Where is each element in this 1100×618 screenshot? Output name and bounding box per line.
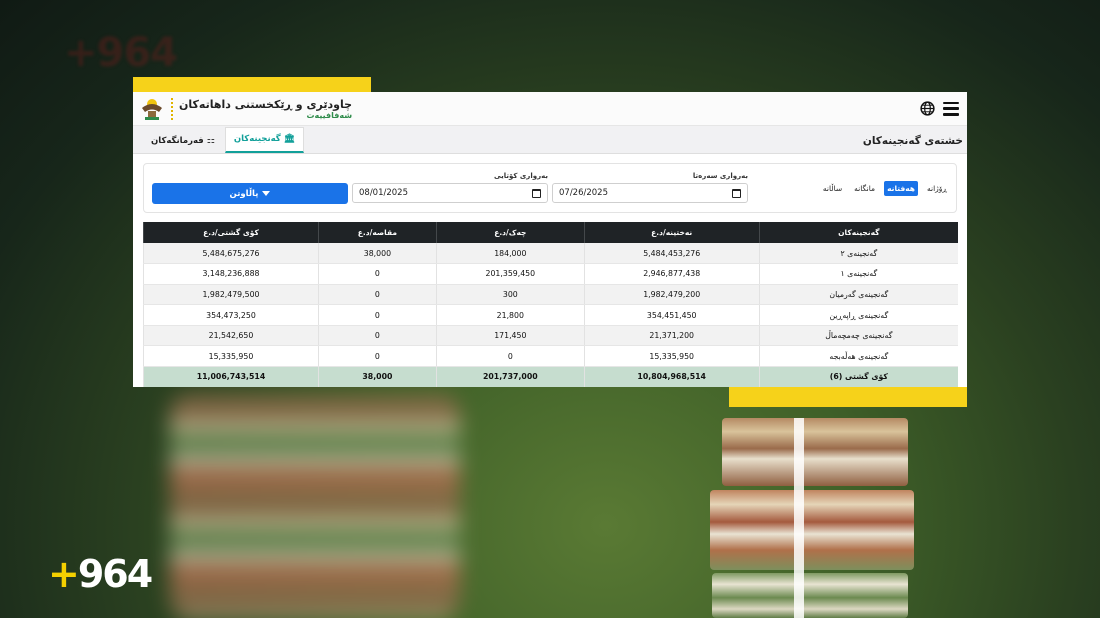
table-row: گەنجینەی ڕاپەڕین 354,451,450 21,800 0 35…	[143, 304, 958, 326]
bank-icon: 🏛	[283, 134, 296, 144]
period-yearly-button[interactable]: ساڵانە	[822, 184, 843, 193]
page-title: خشتەی گەنجینەکان	[862, 135, 963, 147]
start-date-field: بەرواری سەرەتا 07/26/2025	[552, 172, 748, 203]
clearing-cell: 38,000	[317, 243, 437, 265]
hamburger-menu-icon[interactable]	[943, 101, 959, 116]
total-check-cell: 201,737,000	[435, 366, 585, 387]
cash-cell: 1,982,479,200	[583, 284, 760, 306]
check-cell: 201,359,450	[435, 263, 585, 285]
yellow-accent-bar	[729, 387, 967, 407]
treasury-name-cell: گەنجینەی چەمچەماڵ	[758, 325, 958, 347]
check-cell: 171,450	[435, 325, 585, 347]
964-logo-number: 964	[77, 552, 153, 596]
globe-icon[interactable]	[920, 101, 935, 116]
total-clearing-cell: 38,000	[317, 366, 437, 387]
calendar-icon[interactable]	[532, 188, 541, 198]
grand-total-cell: 11,006,743,514	[143, 366, 319, 387]
total-cell: 3,148,236,888	[143, 263, 319, 285]
table-row: گەنجینەی ١ 2,946,877,438 201,359,450 0 3…	[143, 263, 958, 285]
clearing-cell: 0	[317, 263, 437, 285]
end-date-field: بەرواری کۆتایی 08/01/2025	[352, 172, 548, 203]
faded-964-logo: +964	[64, 30, 178, 76]
cash-cell: 15,335,950	[583, 345, 760, 368]
column-header[interactable]: نەختینە/د.ع	[583, 222, 760, 243]
check-cell: 300	[435, 284, 585, 306]
column-header[interactable]: کۆی گشتی/د.ع	[143, 222, 319, 243]
table-row: گەنجینەی ٢ 5,484,453,276 184,000 38,000 …	[143, 243, 958, 265]
tab-treasuries[interactable]: 🏛 گەنجینەکان	[224, 127, 305, 153]
kurdistan-emblem-icon	[139, 96, 165, 122]
filter-panel: ڕۆژانە هەفتانە مانگانە ساڵانە بەرواری سە…	[143, 163, 957, 213]
cash-cell: 2,946,877,438	[583, 263, 760, 285]
total-cell: 15,335,950	[143, 345, 319, 368]
total-cell: 354,473,250	[143, 304, 319, 326]
total-cell: 1,982,479,500	[143, 284, 319, 306]
period-daily-button[interactable]: ڕۆژانە	[926, 184, 947, 193]
period-selector: ڕۆژانە هەفتانە مانگانە ساڵانە	[820, 181, 950, 196]
clearing-cell: 0	[317, 284, 437, 306]
table-total-row: کۆی گشتی (6) 10,804,968,514 201,737,000 …	[143, 366, 958, 387]
clearing-cell: 0	[317, 345, 437, 368]
treasury-name-cell: گەنجینەی ١	[758, 263, 958, 285]
treasury-name-cell: گەنجینەی ٢	[758, 243, 958, 265]
app-title: چاودێری و ڕێکخستنی داهاتەکان	[179, 97, 353, 111]
app-subtitle: شەفافییەت	[306, 110, 353, 120]
calendar-icon[interactable]	[732, 188, 741, 198]
clearing-cell: 0	[317, 325, 437, 347]
total-label-cell: کۆی گشتی (6)	[758, 366, 958, 387]
top-navbar: چاودێری و ڕێکخستنی داهاتەکان شەفافییەت	[133, 92, 967, 126]
table-header-row: گەنجینەکان نەختینە/د.ع چەک/د.ع مقاصە/د.ع…	[143, 222, 958, 243]
table-row: گەنجینەی چەمچەماڵ 21,371,200 171,450 0 2…	[143, 325, 958, 347]
treasury-name-cell: گەنجینەی هەڵەبجە	[758, 345, 958, 368]
cash-cell: 354,451,450	[583, 304, 760, 326]
treasury-name-cell: گەنجینەی ڕاپەڕین	[758, 304, 958, 326]
end-date-input[interactable]: 08/01/2025	[352, 183, 548, 203]
table-row: گەنجینەی هەڵەبجە 15,335,950 0 0 15,335,9…	[143, 345, 958, 368]
column-header[interactable]: گەنجینەکان	[758, 222, 958, 243]
column-header[interactable]: چەک/د.ع	[435, 222, 585, 243]
period-monthly-button[interactable]: مانگانە	[854, 184, 876, 193]
app-window: چاودێری و ڕێکخستنی داهاتەکان شەفافییەت خ…	[133, 92, 967, 387]
brand[interactable]: چاودێری و ڕێکخستنی داهاتەکان شەفافییەت	[139, 96, 352, 122]
money-stack-image	[706, 418, 918, 618]
start-date-input[interactable]: 07/26/2025	[552, 183, 748, 203]
total-cell: 21,542,650	[143, 325, 319, 347]
964-logo: +964	[48, 552, 153, 596]
check-cell: 184,000	[435, 243, 585, 265]
column-header[interactable]: مقاصە/د.ع	[317, 222, 437, 243]
filter-apply-button[interactable]: پاڵاوتن	[152, 183, 348, 204]
blurred-money-stack-image	[170, 395, 460, 618]
yellow-accent-bar	[133, 77, 371, 92]
tab-departments[interactable]: ⚏ فەرمانگەکان	[151, 136, 215, 146]
total-cash-cell: 10,804,968,514	[583, 366, 760, 387]
sitemap-icon: ⚏	[206, 136, 215, 146]
brand-divider	[171, 97, 173, 120]
tab-bar: خشتەی گەنجینەکان 🏛 گەنجینەکان ⚏ فەرمانگە…	[133, 126, 967, 154]
check-cell: 21,800	[435, 304, 585, 326]
treasury-table: گەنجینەکان نەختینە/د.ع چەک/د.ع مقاصە/د.ع…	[143, 222, 958, 387]
filter-icon	[262, 191, 271, 196]
period-weekly-button[interactable]: هەفتانە	[884, 181, 918, 196]
cash-cell: 5,484,453,276	[583, 243, 760, 265]
total-cell: 5,484,675,276	[143, 243, 319, 265]
clearing-cell: 0	[317, 304, 437, 326]
end-date-label: بەرواری کۆتایی	[494, 172, 548, 180]
check-cell: 0	[435, 345, 585, 368]
start-date-label: بەرواری سەرەتا	[692, 172, 748, 180]
treasury-name-cell: گەنجینەی گەرمیان	[758, 284, 958, 306]
cash-cell: 21,371,200	[583, 325, 760, 347]
table-row: گەنجینەی گەرمیان 1,982,479,200 300 0 1,9…	[143, 284, 958, 306]
